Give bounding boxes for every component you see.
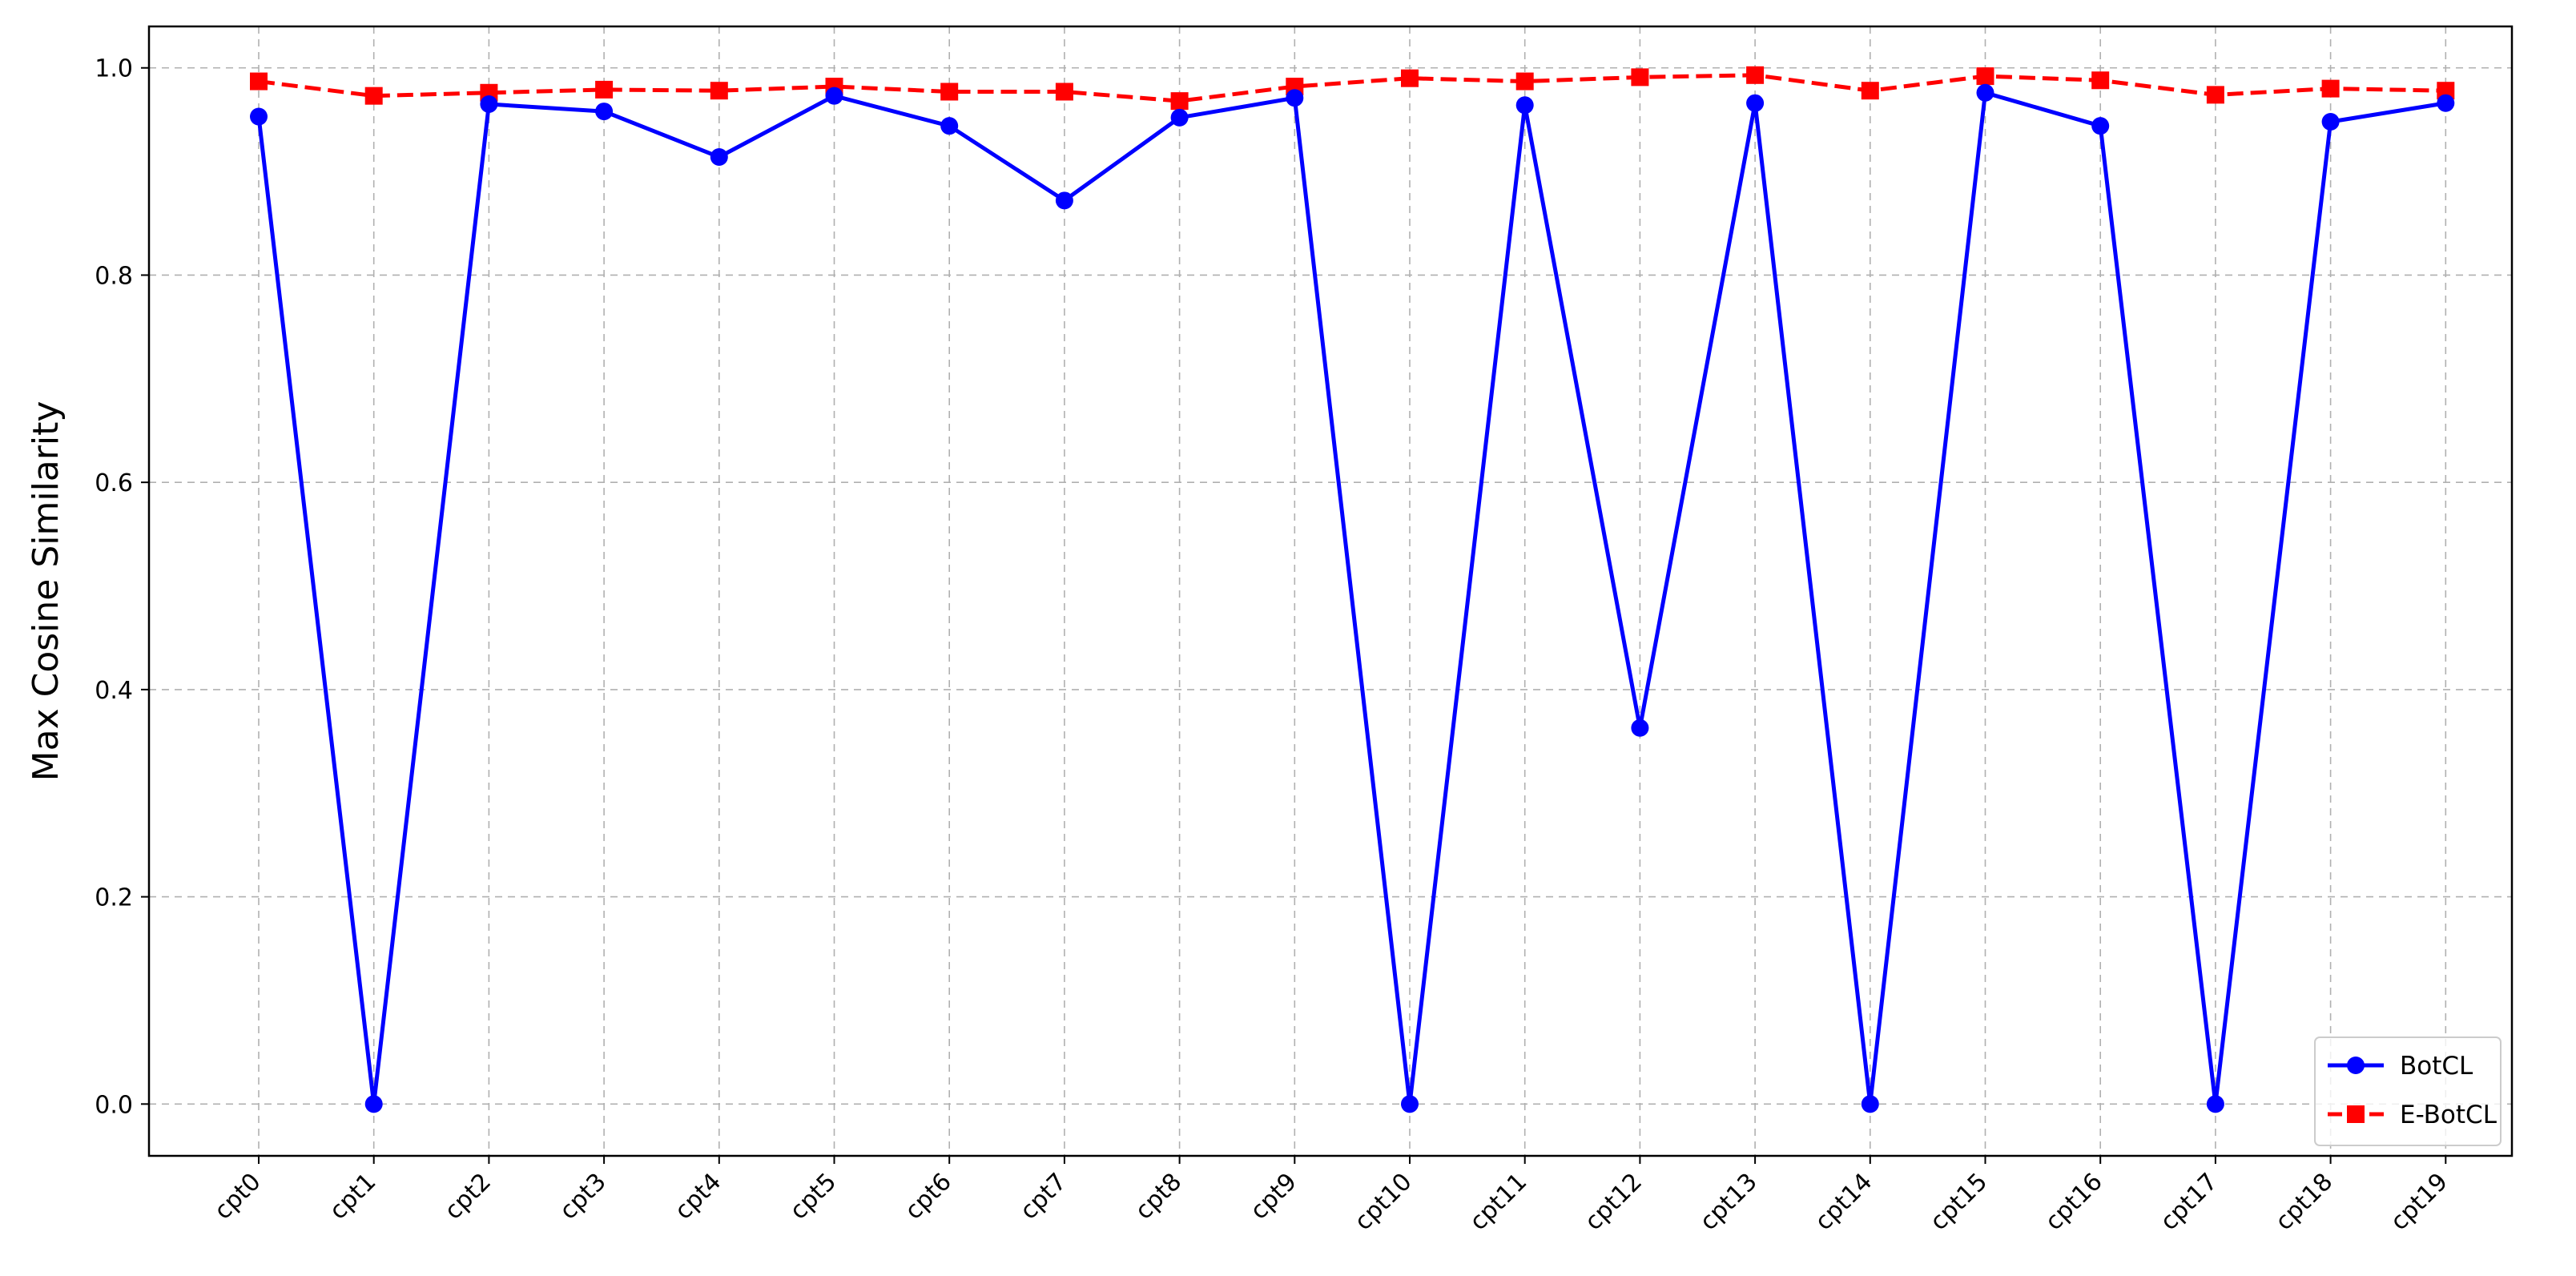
y-tick-label: 0.4 [95,677,133,705]
x-tick-label: cpt14 [1809,1168,1878,1236]
data-point-botcl [250,107,268,126]
x-tick-label: cpt8 [1130,1168,1188,1226]
data-point-ebotcl [940,83,959,101]
x-tick-label: cpt4 [670,1168,727,1226]
data-point-ebotcl [1861,82,1879,100]
plot-background [149,26,2512,1156]
data-point-botcl [1055,191,1073,210]
data-point-ebotcl [1515,72,1534,91]
data-point-botcl [1631,719,1649,737]
data-point-botcl [1861,1095,1879,1113]
x-tick-label: cpt7 [1015,1168,1073,1226]
data-point-botcl [1976,83,1994,102]
y-tick-label: 0.2 [95,884,133,912]
plot-frame [147,25,2514,1157]
x-tick-label: cpt6 [900,1168,957,1226]
legend-label-botcl: BotCL [2400,1052,2473,1081]
y-tick-label: 0.0 [95,1091,133,1119]
data-point-ebotcl [2091,71,2110,90]
x-tick-label: cpt3 [554,1168,612,1226]
x-tick-label: cpt12 [1580,1168,1648,1236]
x-tick-label: cpt5 [784,1168,842,1226]
y-tick-label: 0.8 [95,262,133,290]
data-point-ebotcl [1976,67,1994,86]
data-point-ebotcl [1055,83,1073,101]
data-point-botcl [825,87,843,105]
legend-marker-ebotcl [2347,1105,2365,1123]
data-point-ebotcl [1631,68,1649,87]
data-point-botcl [1746,94,1765,112]
x-tick-label: cpt11 [1464,1168,1532,1236]
y-tick-label: 0.6 [95,469,133,497]
legend-label-ebotcl: E-BotCL [2400,1101,2498,1129]
y-tick-label: 1.0 [95,55,133,83]
data-point-botcl [2206,1095,2224,1113]
x-tick-label: cpt2 [439,1168,497,1226]
data-point-botcl [1401,1095,1419,1113]
data-point-botcl [364,1095,383,1113]
x-tick-label: cpt18 [2270,1168,2338,1236]
data-point-botcl [2091,117,2110,135]
y-axis-title: Max Cosine Similarity [26,401,66,782]
data-point-ebotcl [1401,69,1419,87]
data-point-botcl [2321,113,2340,131]
data-point-botcl [480,95,498,114]
series-botcl [250,83,2455,1113]
series-layer [250,66,2455,1113]
x-tick-label: cpt19 [2385,1168,2453,1236]
series-ebotcl [250,66,2455,111]
data-point-ebotcl [1170,92,1189,111]
data-point-ebotcl [710,82,728,100]
data-point-ebotcl [2321,79,2340,98]
data-point-botcl [2437,94,2455,112]
x-tick-label: cpt9 [1245,1168,1302,1226]
x-tick-label: cpt0 [209,1168,267,1226]
data-point-botcl [1170,108,1189,127]
data-point-botcl [595,103,614,121]
series-line-ebotcl [258,73,2446,103]
series-line-botcl [256,91,2446,1106]
data-point-ebotcl [250,72,268,91]
data-point-botcl [1515,96,1534,115]
legend: BotCL E-BotCL [2314,1036,2502,1146]
data-point-ebotcl [364,87,383,105]
x-tick-label: cpt10 [1349,1168,1417,1236]
data-point-ebotcl [2206,86,2224,104]
x-tick-label: cpt17 [2155,1168,2223,1236]
x-tick-label: cpt16 [2040,1168,2108,1236]
data-point-botcl [710,147,728,166]
x-tick-label: cpt13 [1695,1168,1763,1236]
data-point-ebotcl [595,80,614,99]
data-point-ebotcl [1746,66,1765,84]
data-point-botcl [1286,89,1304,107]
x-tick-label: cpt1 [324,1168,382,1226]
data-point-botcl [940,117,959,135]
legend-marker-botcl [2347,1057,2365,1074]
grid [149,26,2512,1156]
x-tick-label: cpt15 [1925,1168,1993,1236]
data-point-ebotcl [2437,82,2455,100]
